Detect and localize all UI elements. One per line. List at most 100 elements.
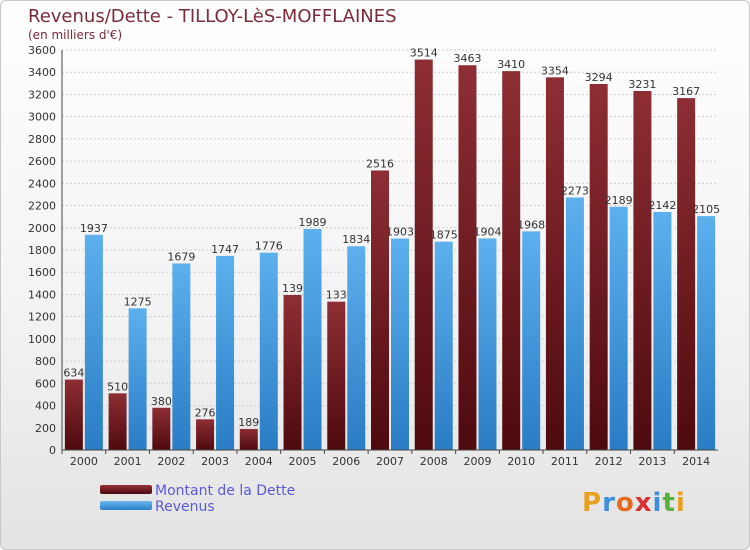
bar-debt: [545, 77, 564, 450]
x-tick-label: 2009: [463, 455, 491, 468]
bar-debt: [458, 65, 477, 450]
bar-debt: [239, 429, 258, 450]
bar-debt: [414, 59, 433, 451]
logo-letter: P: [582, 488, 603, 518]
data-label-debt: 3463: [453, 52, 481, 65]
data-label-revenue: 1776: [255, 240, 283, 253]
data-label-debt: 634: [63, 367, 84, 380]
bar-debt: [108, 393, 127, 450]
data-label-revenue: 1275: [124, 295, 152, 308]
bar-debt: [283, 295, 302, 450]
bar-debt: [371, 170, 389, 450]
bar-debt: [589, 84, 608, 450]
data-label-revenue: 2273: [561, 184, 589, 197]
bar-revenue: [172, 263, 191, 450]
data-label-debt: 3231: [628, 78, 656, 91]
data-label-revenue: 1903: [386, 226, 414, 239]
bar-debt: [327, 301, 346, 450]
chart-title: Revenus/Dette - TILLOY-LèS-MOFFLAINES: [28, 6, 397, 27]
bar-debt: [502, 71, 521, 450]
bar-debt: [633, 91, 652, 450]
y-tick-label: 1000: [28, 333, 56, 346]
x-tick-label: 2010: [507, 455, 535, 468]
bar-revenue: [259, 252, 278, 450]
bar-revenue: [303, 229, 322, 450]
y-tick-label: 2800: [28, 133, 56, 146]
data-label-debt: 189: [238, 416, 259, 429]
bar-revenue: [609, 206, 628, 450]
bar-revenue: [84, 234, 103, 450]
bar-revenue: [347, 246, 366, 450]
y-tick-label: 3000: [28, 111, 56, 124]
bar-revenue: [478, 238, 497, 450]
y-tick-label: 200: [35, 422, 56, 435]
logo-letter: t: [662, 488, 676, 518]
bar-debt: [677, 98, 696, 450]
bar-revenue: [522, 231, 541, 450]
y-tick-label: 3600: [28, 44, 56, 57]
logo-letter: i: [652, 488, 663, 518]
data-label-revenue: 1937: [80, 222, 108, 235]
data-label-debt: 510: [107, 380, 128, 393]
logo-letter: r: [602, 488, 616, 518]
x-tick-label: 2011: [551, 455, 579, 468]
y-tick-label: 3400: [28, 66, 56, 79]
data-label-debt: 380: [151, 395, 172, 408]
bar-debt: [152, 407, 171, 450]
data-label-revenue: 2105: [692, 203, 720, 216]
bar-debt: [64, 379, 83, 450]
data-label-revenue: 1747: [211, 243, 239, 256]
data-label-debt: 3410: [497, 58, 525, 71]
y-tick-label: 2400: [28, 177, 56, 190]
y-tick-label: 2200: [28, 200, 56, 213]
bar-revenue: [653, 212, 672, 450]
bar-revenue: [697, 216, 716, 450]
logo-letter: x: [634, 488, 653, 518]
x-tick-label: 2013: [638, 455, 666, 468]
data-label-revenue: 1875: [430, 229, 458, 242]
data-label-debt: 139: [282, 282, 303, 295]
x-tick-label: 2007: [376, 455, 404, 468]
data-label-debt: 2516: [366, 157, 394, 170]
data-label-revenue: 1834: [342, 233, 370, 246]
legend-swatch-debt: [100, 485, 152, 494]
data-label-debt: 3514: [410, 47, 438, 60]
data-label-debt: 276: [195, 406, 216, 419]
bar-revenue: [216, 255, 235, 450]
y-tick-label: 600: [35, 377, 56, 390]
data-label-debt: 133: [326, 289, 347, 302]
x-tick-label: 2014: [682, 455, 710, 468]
data-label-debt: 3354: [541, 64, 569, 77]
logo-letter: i: [675, 488, 686, 518]
x-tick-label: 2005: [289, 455, 317, 468]
y-tick-label: 400: [35, 400, 56, 413]
x-tick-label: 2002: [157, 455, 185, 468]
y-tick-label: 1400: [28, 288, 56, 301]
data-label-debt: 3294: [585, 71, 613, 84]
data-label-revenue: 1989: [299, 216, 327, 229]
data-label-revenue: 1968: [517, 218, 545, 231]
x-tick-label: 2012: [595, 455, 623, 468]
y-tick-label: 1200: [28, 311, 56, 324]
legend-swatch-revenue: [100, 501, 152, 510]
y-tick-label: 2000: [28, 222, 56, 235]
data-label-revenue: 1679: [167, 250, 195, 263]
x-tick-label: 2000: [70, 455, 98, 468]
x-tick-label: 2003: [201, 455, 229, 468]
data-label-revenue: 2142: [648, 199, 676, 212]
logo-letter: o: [615, 488, 635, 518]
data-label-revenue: 2189: [605, 194, 633, 207]
proxiti-logo: Proxiti: [582, 488, 686, 518]
x-tick-label: 2006: [332, 455, 360, 468]
legend-label-revenue: Revenus: [155, 499, 215, 515]
x-tick-label: 2008: [420, 455, 448, 468]
bar-debt: [196, 419, 215, 450]
data-label-revenue: 1904: [473, 225, 501, 238]
y-tick-label: 800: [35, 355, 56, 368]
bar-revenue: [391, 238, 409, 450]
x-tick-label: 2001: [114, 455, 142, 468]
y-tick-label: 3200: [28, 88, 56, 101]
chart-subtitle: (en milliers d'€): [28, 28, 122, 42]
y-tick-label: 1800: [28, 244, 56, 257]
